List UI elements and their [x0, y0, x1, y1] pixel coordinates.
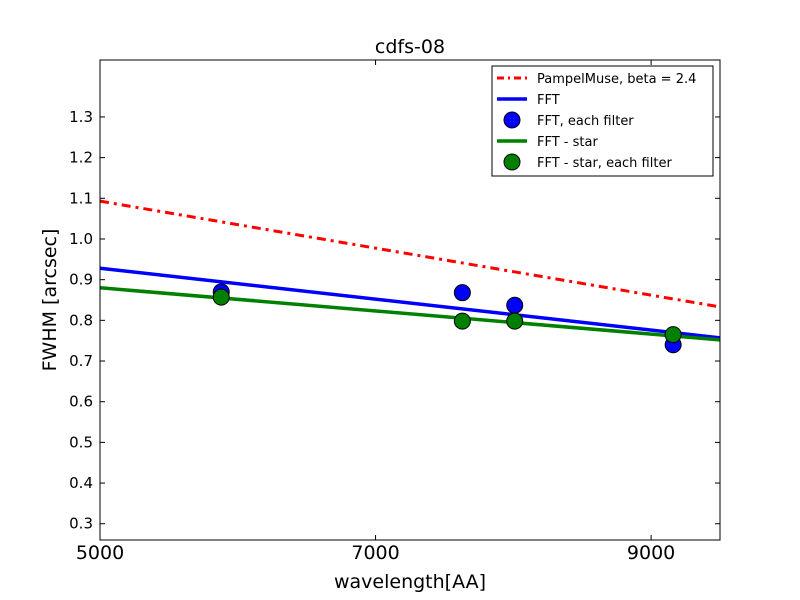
- x-tick-label: 5000: [76, 542, 124, 564]
- series-line-pampelmuse-beta-2-4: [100, 199, 720, 309]
- data-point-fft-each-filter: [506, 296, 524, 314]
- legend-label-pampelmuse-beta-2-4: PampelMuse, beta = 2.4: [537, 72, 696, 87]
- series-layer: [100, 199, 720, 354]
- x-tick-label: 9000: [627, 542, 675, 564]
- legend-label-fft-each-filter: FFT, each filter: [537, 114, 634, 129]
- legend-marker-fft-each-filter: [503, 111, 521, 129]
- data-point-fft-star-each-filter: [212, 288, 230, 306]
- legend-label-fft-star: FFT - star: [537, 135, 598, 150]
- y-tick-label: 1.3: [69, 108, 93, 126]
- y-axis-label: FWHM [arcsec]: [39, 229, 61, 372]
- y-tick-label: 0.9: [69, 271, 93, 289]
- plot-area: [100, 199, 720, 354]
- plot-frame: [99, 59, 721, 541]
- y-tick-label: 0.7: [69, 352, 93, 370]
- legend-label-fft-star-each-filter: FFT - star, each filter: [537, 156, 672, 171]
- y-tick-label: 0.3: [69, 515, 93, 533]
- y-tick-label: 1.0: [69, 230, 93, 248]
- x-tick-label: 7000: [351, 542, 399, 564]
- y-tick-label: 0.5: [69, 433, 93, 451]
- chart-title: cdfs-08: [375, 36, 445, 58]
- legend-box: [491, 65, 714, 177]
- y-tick-label: 0.4: [69, 474, 93, 492]
- x-axis-label: wavelength[AA]: [334, 571, 486, 593]
- data-point-fft-each-filter: [453, 284, 471, 302]
- y-tick-label: 0.6: [69, 393, 93, 411]
- data-point-fft-star-each-filter: [453, 312, 471, 330]
- ticks: 5000 7000 9000 0.3 0.4 0.5 0.6 0.7 0.8 0.9 1.0 1.1 1…: [69, 60, 720, 564]
- y-tick-label: 0.8: [69, 311, 93, 329]
- y-tick-label: 1.1: [69, 189, 93, 207]
- legend-marker-fft-star-each-filter: [503, 153, 521, 171]
- series-line-fft: [100, 266, 720, 340]
- data-point-fft-star-each-filter: [506, 312, 524, 330]
- series-line-fft-star: [100, 286, 720, 342]
- legend-label-fft: FFT: [537, 93, 560, 108]
- legend: PampelMuse, beta = 2.4 FFT FFT, each filte…: [491, 65, 714, 177]
- data-point-fft-star-each-filter: [664, 326, 682, 344]
- y-tick-label: 1.2: [69, 149, 93, 167]
